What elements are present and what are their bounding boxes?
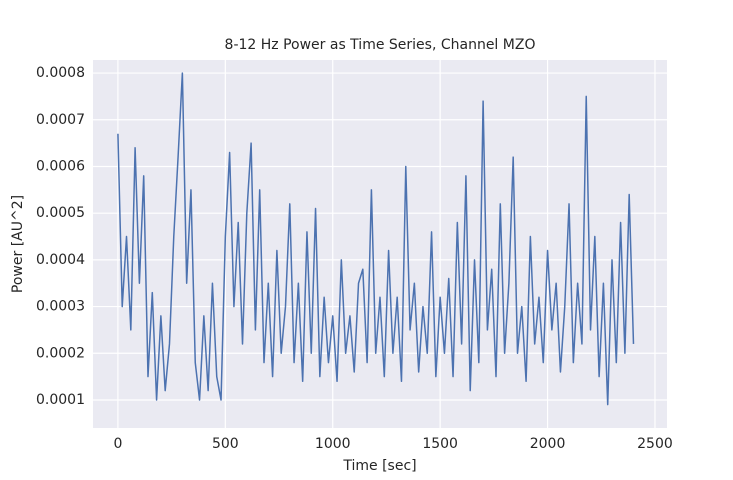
x-tick-label: 1000	[315, 436, 351, 452]
y-tick-label: 0.0002	[36, 345, 85, 361]
chart-title: 8-12 Hz Power as Time Series, Channel MZ…	[225, 37, 536, 53]
x-tick-label: 2500	[637, 436, 673, 452]
y-tick-label: 0.0005	[36, 205, 85, 221]
y-tick-label: 0.0003	[36, 299, 85, 315]
data-line	[117, 72, 635, 406]
x-tick-label: 0	[113, 436, 122, 452]
y-tick-label: 0.0004	[36, 252, 85, 268]
x-axis-label: Time [sec]	[342, 458, 416, 474]
plot-area	[93, 60, 667, 428]
y-tick-label: 0.0008	[36, 65, 85, 81]
y-tick-label: 0.0006	[36, 158, 85, 174]
y-tick-label: 0.0001	[36, 392, 85, 408]
x-tick-label: 1500	[422, 436, 458, 452]
x-tick-label: 2000	[530, 436, 566, 452]
x-tick-label: 500	[212, 436, 239, 452]
y-tick-label: 0.0007	[36, 112, 85, 128]
y-axis-label: Power [AU^2]	[10, 195, 26, 293]
